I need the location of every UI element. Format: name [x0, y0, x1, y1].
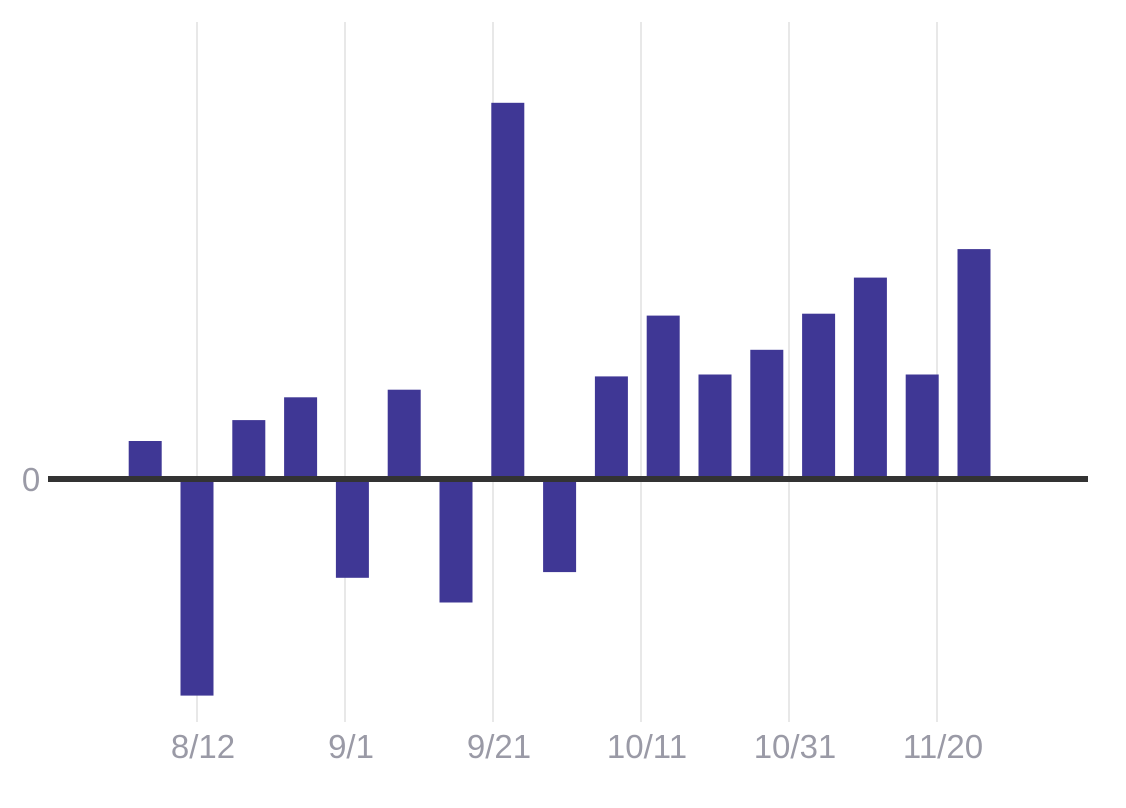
bar-8 [491, 102, 525, 480]
bar-14 [802, 313, 836, 479]
x-tick-label: 10/31 [754, 728, 837, 765]
bar-11 [646, 315, 680, 479]
bar-12 [698, 374, 732, 479]
x-tick-label: 11/20 [903, 728, 983, 765]
bar-4 [284, 397, 318, 479]
bar-6 [387, 389, 421, 479]
bar-3 [232, 420, 266, 479]
bars [128, 102, 991, 696]
bar-17 [957, 249, 991, 479]
bar-1 [128, 441, 162, 479]
bar-9 [543, 479, 577, 573]
y-tick-label: 0 [22, 461, 40, 498]
x-tick-label: 9/21 [467, 728, 531, 765]
x-tick-label: 8/12 [171, 728, 235, 765]
bar-16 [905, 374, 939, 479]
x-tick-label: 9/1 [328, 728, 374, 765]
bar-2 [180, 479, 214, 696]
bar-7 [439, 479, 473, 603]
bar-5 [335, 479, 369, 578]
bar-13 [750, 349, 784, 479]
x-tick-label: 10/11 [607, 728, 687, 765]
bar-15 [853, 277, 887, 479]
bar-10 [594, 376, 628, 479]
x-tick-labels: 8/12 9/1 9/21 10/11 10/31 11/20 [171, 728, 983, 765]
